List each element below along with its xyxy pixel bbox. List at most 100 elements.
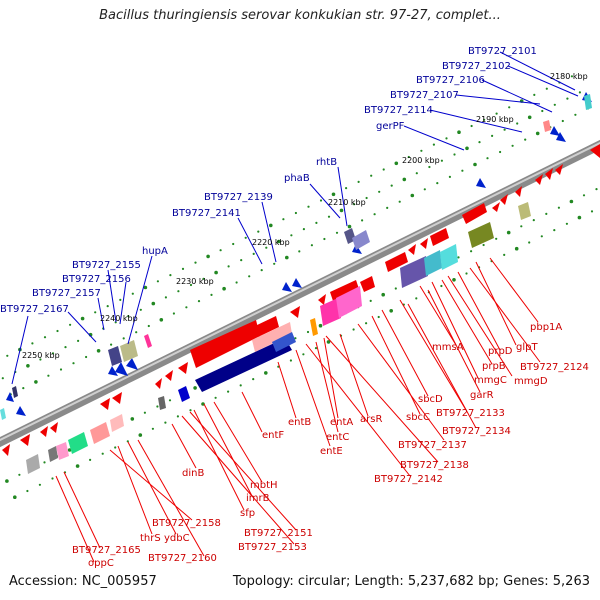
ring-dot xyxy=(570,75,574,78)
ring-dot xyxy=(565,222,569,225)
ring-dot xyxy=(172,312,175,315)
ring-dot xyxy=(528,241,531,244)
gene-label: glpT xyxy=(516,342,538,353)
ring-dot xyxy=(353,203,356,206)
ring-dot xyxy=(164,296,167,299)
ring-dot xyxy=(34,380,38,384)
ring-dot xyxy=(470,124,473,128)
ring-dot xyxy=(545,212,548,215)
ring-dot xyxy=(219,249,222,252)
gene-label: ydbC xyxy=(164,533,190,544)
gene-label: entB xyxy=(288,417,311,428)
gene-label: prpD xyxy=(488,346,513,357)
gene-label: BT9727_2101 xyxy=(468,46,537,57)
ring-dot xyxy=(578,91,582,94)
ring-dot xyxy=(307,205,310,208)
ring-dot xyxy=(495,237,498,240)
ring-dot xyxy=(482,243,485,247)
ring-dot xyxy=(235,281,238,284)
ring-dot xyxy=(335,231,339,234)
ring-dot xyxy=(503,128,506,131)
ring-dot xyxy=(159,318,164,322)
ring-dot xyxy=(511,144,514,147)
ring-dot xyxy=(285,255,289,260)
ring-dot xyxy=(514,246,519,251)
ring-dot xyxy=(398,200,401,203)
ring-dot xyxy=(390,184,393,187)
gene-label: thrS xyxy=(140,533,161,544)
ring-dot xyxy=(244,236,247,239)
ring-dot xyxy=(378,190,381,193)
gene-label: BT9727_2107 xyxy=(390,90,459,101)
ring-dot xyxy=(151,427,154,430)
ring-dot xyxy=(553,103,556,106)
ring-dot xyxy=(402,177,407,182)
gene-label: rhtB xyxy=(316,157,337,168)
gene-label: pbp1A xyxy=(530,322,562,333)
ring-dot xyxy=(318,323,323,328)
ring-dot xyxy=(96,349,101,353)
ring-dot xyxy=(365,322,368,325)
ring-dot xyxy=(168,399,172,402)
ring-dot xyxy=(5,479,9,483)
ring-dot xyxy=(85,355,88,359)
ring-dot xyxy=(386,206,389,209)
ring-dot xyxy=(206,254,210,259)
ring-dot xyxy=(331,192,336,197)
ring-dot xyxy=(202,277,205,280)
ring-dot xyxy=(310,244,313,247)
genome-backbone xyxy=(0,139,600,448)
ring-dot xyxy=(590,210,594,213)
ring-dot xyxy=(533,93,536,96)
ring-dot xyxy=(232,242,235,246)
ring-dot xyxy=(139,308,142,311)
ring-dot xyxy=(269,223,273,228)
ring-dot xyxy=(227,265,230,268)
ring-dot xyxy=(365,196,368,200)
gene-label: BT9727_2155 xyxy=(72,260,141,271)
ring-dot xyxy=(114,446,117,449)
ring-dot xyxy=(574,113,577,116)
ring-dot xyxy=(177,290,180,293)
ring-dot xyxy=(369,299,372,302)
top-gene-labels[interactable]: BT9727_2101 BT9727_2102 BT9727_2106 BT97… xyxy=(0,46,537,315)
ring-dot xyxy=(169,274,172,277)
ring-dot xyxy=(252,252,255,255)
ring-dot xyxy=(22,387,25,390)
ring-dot xyxy=(130,417,135,421)
gene-label: imrB xyxy=(246,493,270,504)
ring-dot xyxy=(478,141,481,144)
ring-dot xyxy=(135,331,138,334)
ring-dot xyxy=(138,433,143,437)
gene-label: garR xyxy=(470,390,494,401)
gene-label: entA xyxy=(330,417,353,428)
ring-dot xyxy=(315,221,318,224)
ring-dot xyxy=(265,246,268,249)
colored-blocks xyxy=(0,94,592,474)
bottom-gene-labels[interactable]: pbp1A glpT BT9727_2124 prpD mmgD prpB mm… xyxy=(72,322,589,569)
ring-dot xyxy=(486,157,489,160)
tick-label: 2230 kbp xyxy=(176,277,214,286)
ring-dot xyxy=(491,134,494,137)
ring-dot xyxy=(13,495,17,500)
ring-dot xyxy=(306,330,310,334)
ring-dot xyxy=(47,374,50,377)
ring-dot xyxy=(75,464,80,468)
ring-dot xyxy=(532,219,535,222)
forward-strand-features[interactable] xyxy=(2,144,600,456)
gene-label: BT9727_2157 xyxy=(32,288,101,299)
ring-dot xyxy=(561,119,564,123)
ring-dot xyxy=(448,175,451,178)
gene-label: BT9727_2156 xyxy=(62,274,131,285)
ring-dot xyxy=(39,358,42,361)
ring-dot xyxy=(106,305,109,308)
ring-dot xyxy=(101,452,104,455)
ring-dot xyxy=(277,239,281,244)
genome-info-label: Topology: circular; Length: 5,237,682 bp… xyxy=(232,574,590,589)
ring-dot xyxy=(508,106,511,109)
ring-dot xyxy=(389,309,394,313)
ring-dot xyxy=(43,461,46,464)
ring-dot xyxy=(193,386,197,390)
ring-dot xyxy=(377,315,380,319)
